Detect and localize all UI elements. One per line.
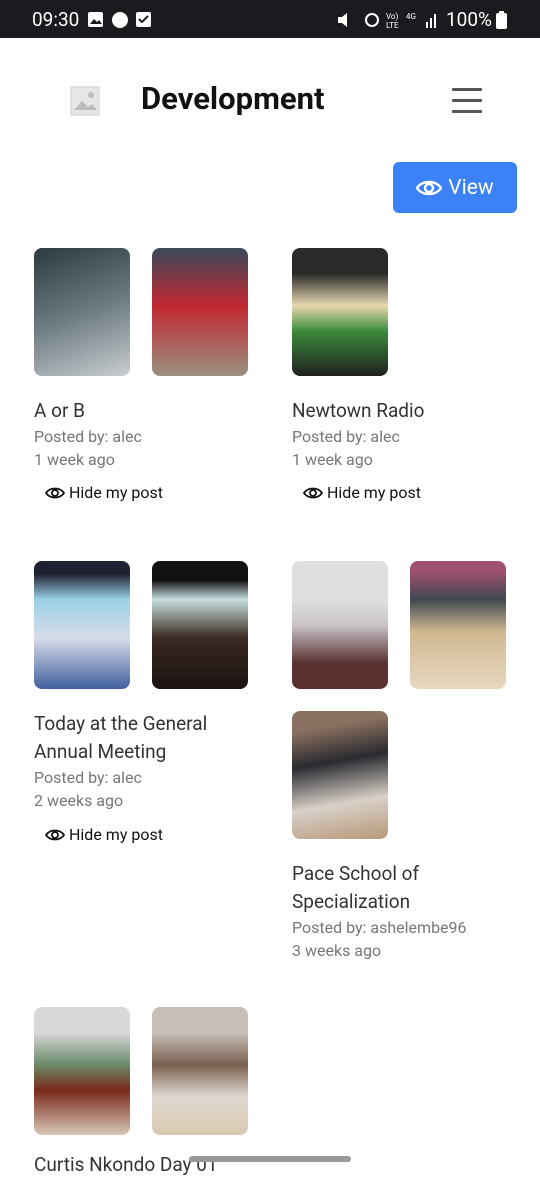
logo[interactable]: [70, 86, 100, 116]
eye-icon: [45, 487, 65, 498]
post-image[interactable]: [34, 1007, 130, 1135]
post-title[interactable]: A or B: [34, 399, 85, 422]
post-time: 3 weeks ago: [292, 941, 382, 960]
eye-icon: [416, 180, 443, 195]
eye-icon: [303, 487, 323, 498]
post-time: 1 week ago: [34, 450, 115, 469]
svg-text:LTE: LTE: [386, 21, 399, 30]
post-title[interactable]: Newtown Radio: [292, 399, 425, 422]
svg-text:Vo): Vo): [386, 12, 398, 21]
hide-label: Hide my post: [69, 483, 163, 502]
post-title[interactable]: Pace School of Specialization: [292, 862, 420, 913]
post-time: 1 week ago: [292, 450, 373, 469]
view-label: View: [448, 175, 494, 200]
post-author: Posted by: alec: [34, 427, 142, 446]
page-title: Development: [141, 80, 325, 117]
system-icons: Vo)LTE 4G: [338, 12, 436, 30]
post-image[interactable]: [152, 1007, 248, 1135]
status-bar: 09:30 Vo) LTE 4G 100%: [0, 0, 540, 38]
hide-label: Hide my post: [69, 825, 163, 844]
hide-post-button[interactable]: Hide my post: [45, 483, 163, 502]
post-image[interactable]: [152, 248, 248, 376]
post-image[interactable]: [34, 248, 130, 376]
battery-icon: [496, 11, 507, 29]
notification-icons: [88, 12, 151, 28]
svg-text:4G: 4G: [406, 12, 416, 21]
clock: 09:30: [32, 8, 80, 31]
post-author: Posted by: alec: [292, 427, 400, 446]
hide-post-button[interactable]: Hide my post: [45, 825, 163, 844]
hide-post-button[interactable]: Hide my post: [303, 483, 421, 502]
post-image[interactable]: [410, 561, 506, 689]
view-button[interactable]: View: [393, 162, 517, 213]
home-indicator: [189, 1156, 351, 1162]
eye-icon: [45, 829, 65, 840]
post-image[interactable]: [292, 711, 388, 839]
post-image[interactable]: [292, 561, 388, 689]
battery-text: 100%: [446, 8, 492, 31]
hide-label: Hide my post: [327, 483, 421, 502]
menu-button[interactable]: [452, 87, 482, 113]
post-time: 2 weeks ago: [34, 791, 124, 810]
post-author: Posted by: alec: [34, 768, 142, 787]
post-image[interactable]: [292, 248, 388, 376]
post-image[interactable]: [152, 561, 248, 689]
post-title[interactable]: Today at the General Annual Meeting: [34, 712, 208, 763]
post-author: Posted by: ashelembe96: [292, 918, 467, 937]
post-image[interactable]: [34, 561, 130, 689]
